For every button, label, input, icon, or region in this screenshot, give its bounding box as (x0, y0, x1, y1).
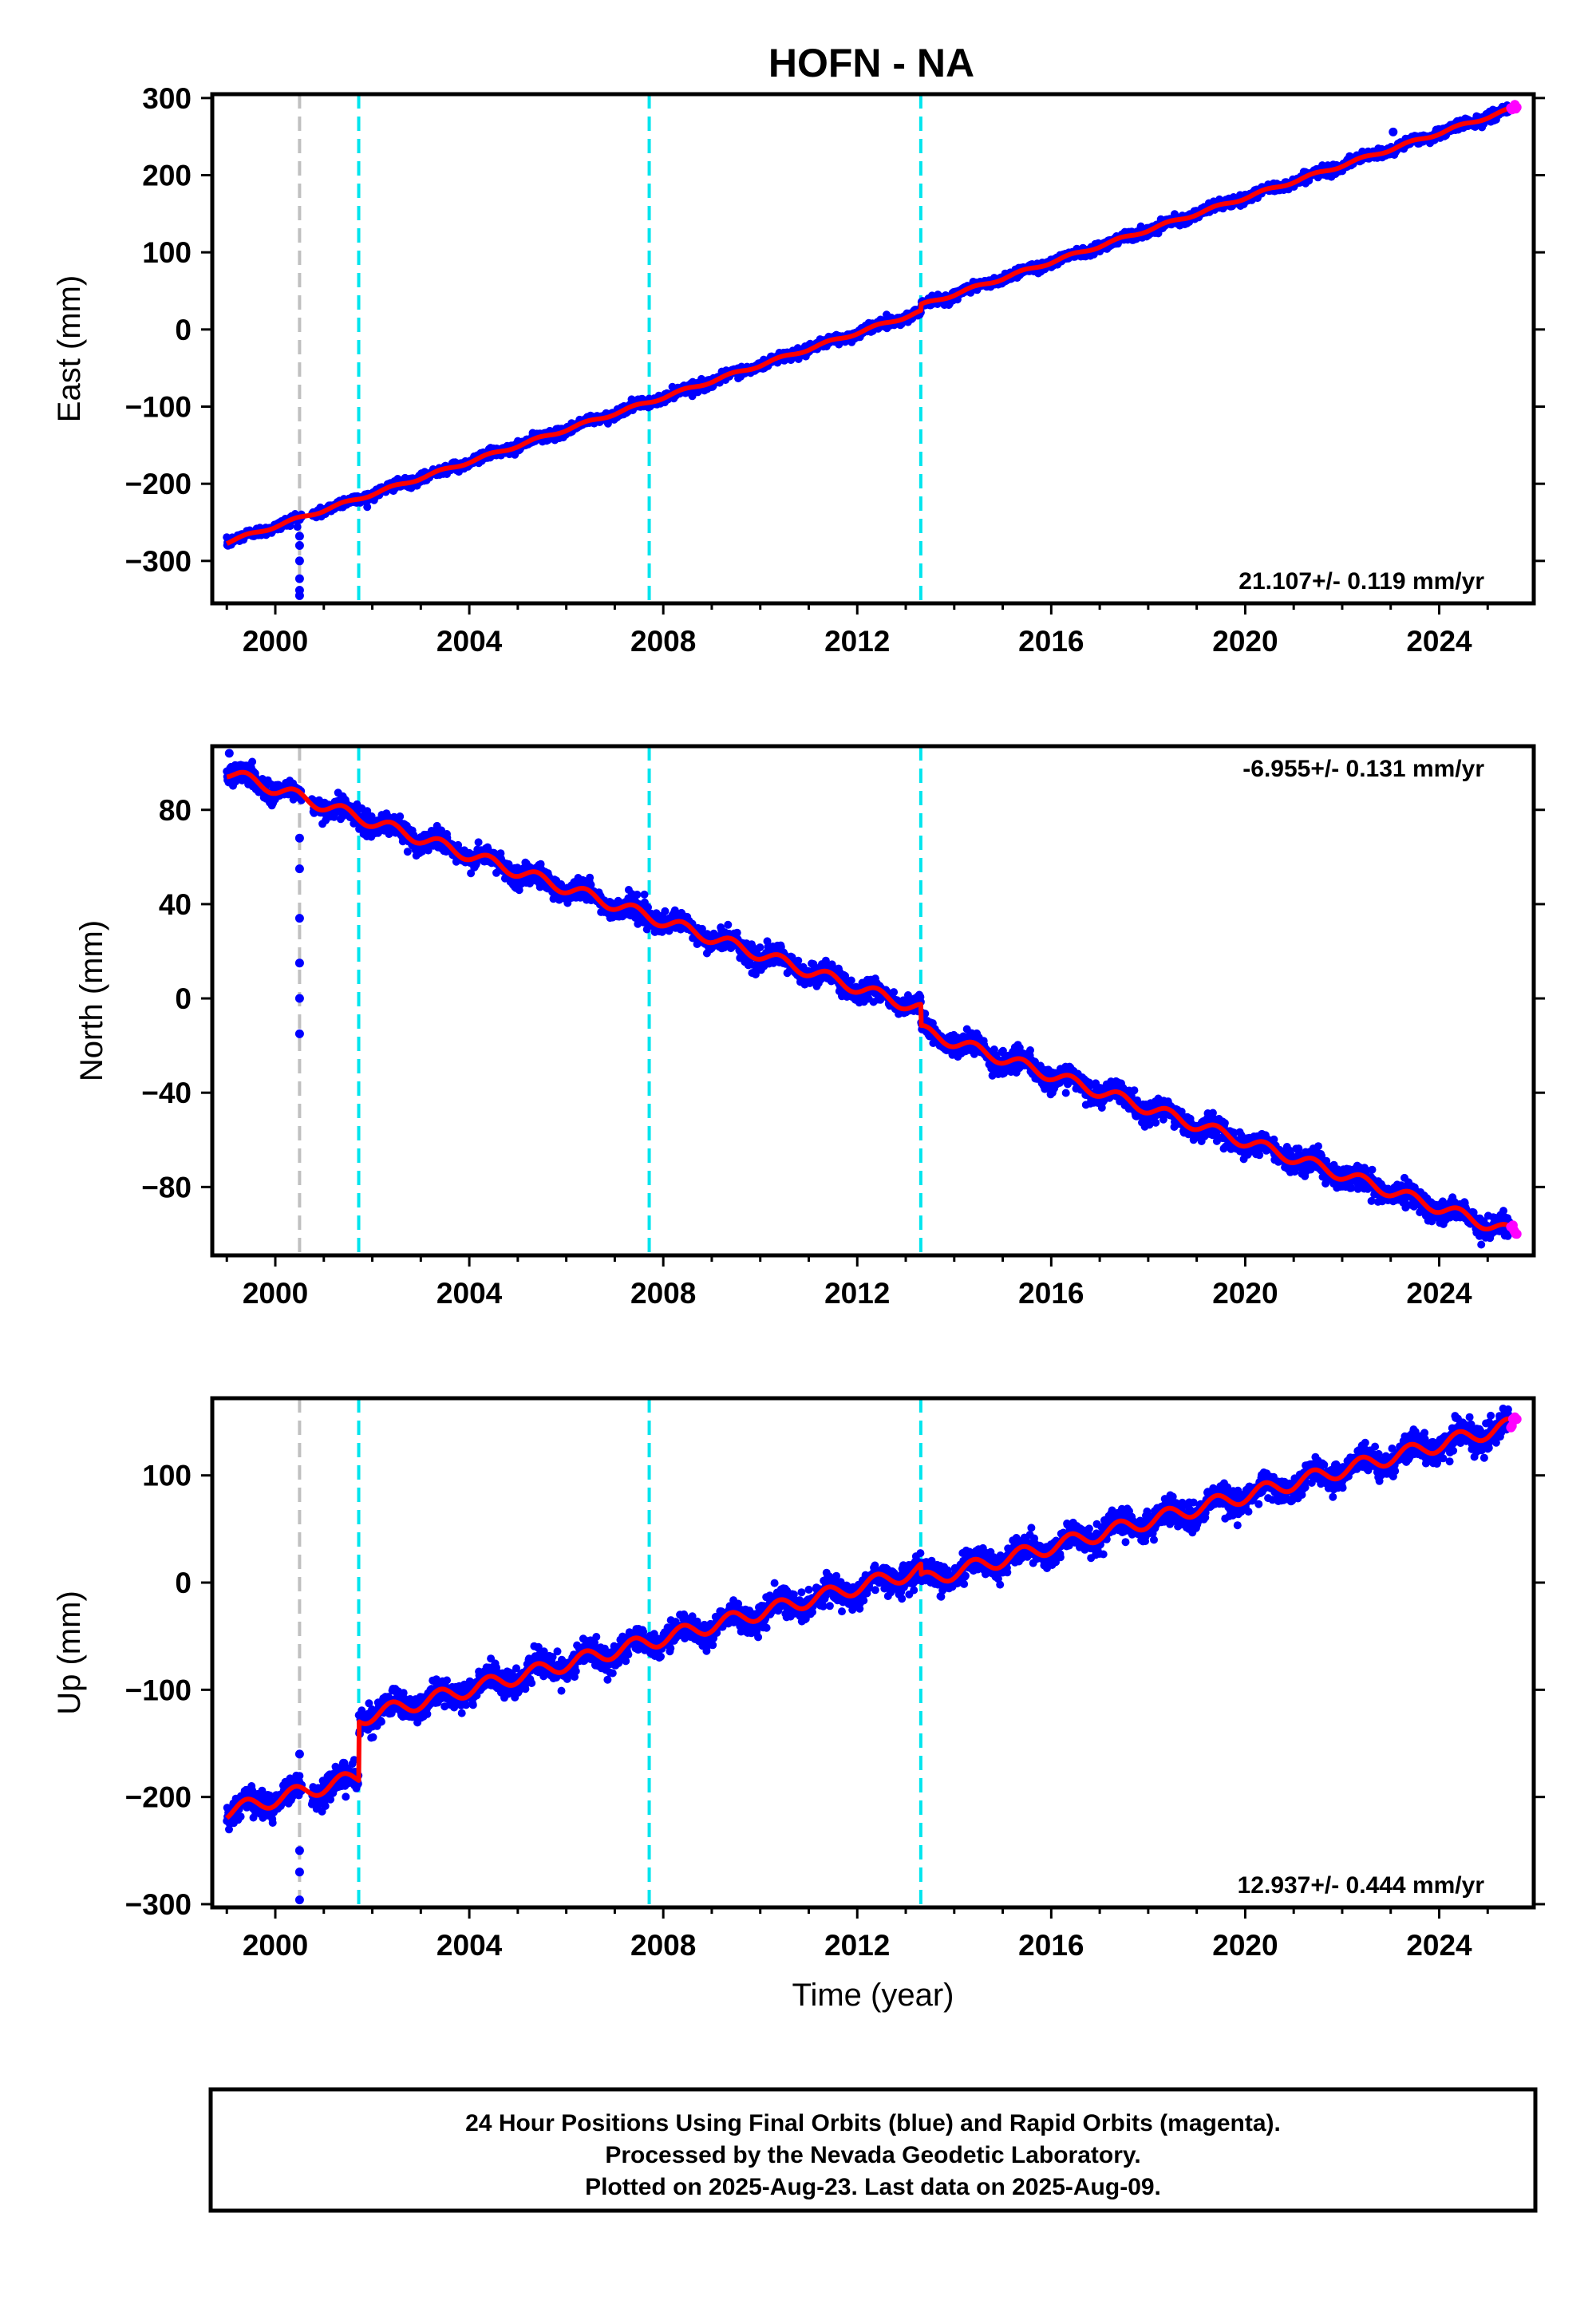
data-point (724, 920, 733, 929)
data-point (474, 838, 483, 847)
x-tick-label: 2016 (1018, 625, 1084, 658)
outlier-point (294, 556, 304, 566)
chart-title: HOFN - NA (768, 41, 974, 85)
y-tick-label: 300 (142, 82, 192, 115)
data-point (363, 503, 372, 512)
y-tick-label: −100 (125, 391, 192, 424)
outlier-point (294, 591, 304, 600)
outlier-point (294, 574, 304, 583)
rapid-point (1511, 102, 1522, 113)
x-tick-label: 2020 (1212, 625, 1278, 658)
y-tick-label: 0 (175, 314, 192, 346)
rate-label: 21.107+/- 0.119 mm/yr (1238, 568, 1484, 595)
y-tick-label: 200 (142, 160, 192, 192)
outlier-point (294, 541, 304, 550)
x-tick-label: 2004 (437, 625, 503, 658)
x-tick-label: 2000 (243, 625, 308, 658)
outlier-point (1389, 127, 1398, 136)
panels: 2000 2004 2008 2012 2016 2020 2024 300 200 100 0 −1… (52, 82, 1545, 2013)
y-axis-label: East (mm) (52, 275, 87, 422)
y-tick-label: −300 (125, 545, 192, 578)
data-point (633, 891, 642, 899)
x-tick-label: 2008 (630, 625, 696, 658)
plot-area (223, 94, 1522, 603)
data-point (403, 848, 412, 856)
data-point (293, 523, 302, 532)
data-point (661, 907, 670, 915)
data-point (248, 757, 257, 766)
outlier-point (294, 532, 304, 541)
x-tick-label: 2024 (1406, 625, 1472, 658)
y-tick-label: 100 (142, 236, 192, 269)
data-point (586, 873, 595, 882)
x-tick-label: 2012 (824, 625, 890, 658)
data-point (640, 890, 649, 899)
y-tick-label: −200 (125, 468, 192, 500)
panel-east: 2000 2004 2008 2012 2016 2020 2024 300 200 100 0 −1… (52, 82, 1545, 658)
